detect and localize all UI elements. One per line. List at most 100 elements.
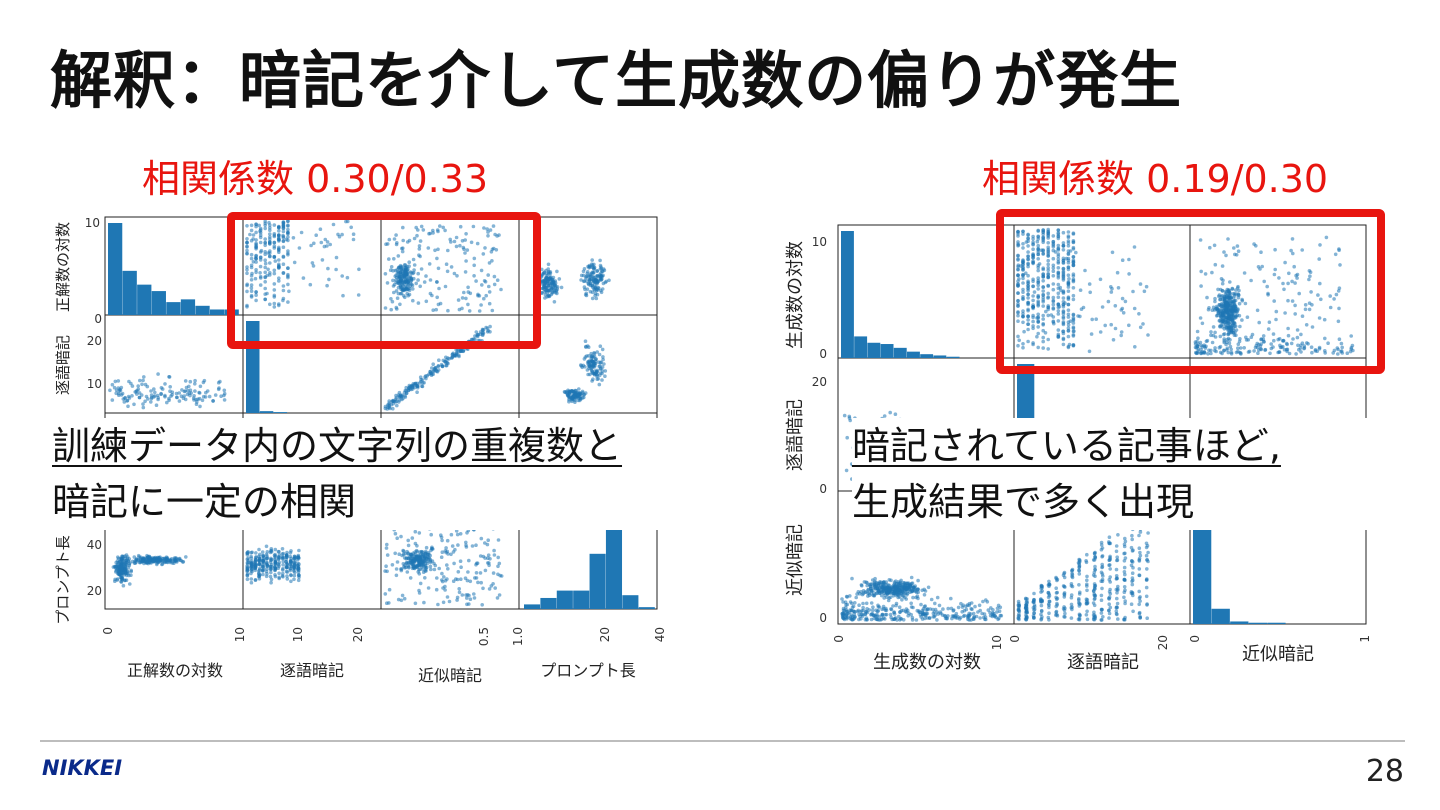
rp-hist-bar <box>867 342 881 358</box>
rp-scatter-point <box>1066 345 1071 350</box>
lp-scatter-point <box>153 390 157 395</box>
lp-scatter-point <box>258 250 263 254</box>
lp-scatter-point <box>277 250 281 254</box>
rp-scatter-point <box>903 595 907 600</box>
rp-scatter-point <box>1258 344 1263 348</box>
rp-scatter-point <box>1085 609 1089 614</box>
rp-scatter-point <box>894 603 898 608</box>
lp-scatter-point <box>254 222 258 226</box>
lp-scatter-point <box>592 288 597 292</box>
rp-scatter-point <box>916 578 920 583</box>
rp-scatter-point <box>854 595 858 600</box>
lp-scatter-point <box>407 260 412 264</box>
rp-scatter-point <box>1240 318 1244 322</box>
lp-scatter-point <box>595 373 600 377</box>
rp-scatter-point <box>1116 286 1121 290</box>
lp-scatter-point <box>216 380 221 385</box>
lp-scatter-point <box>406 538 411 543</box>
lp-scatter-point <box>249 560 253 565</box>
rp-scatter-point <box>1123 556 1128 560</box>
lp-scatter-point <box>286 300 290 304</box>
rp-scatter-point <box>984 617 988 622</box>
lp-scatter-point <box>281 223 286 228</box>
rp-scatter-point <box>1100 546 1105 550</box>
lp-scatter-point <box>449 532 454 537</box>
lp-scatter-point <box>289 573 293 578</box>
rp-scatter-point <box>1268 351 1272 356</box>
rp-scatter-point <box>1339 341 1344 346</box>
rp-hist-bar <box>920 354 934 358</box>
rp-scatter-point <box>1051 320 1056 324</box>
lp-scatter-point <box>456 543 460 547</box>
lp-scatter-point <box>254 268 258 272</box>
rp-scatter-point <box>1107 611 1112 616</box>
rp-scatter-point <box>1340 345 1344 350</box>
lp-scatter-point <box>601 355 605 359</box>
rp-scatter-point <box>861 589 866 593</box>
rp-scatter-point <box>1071 334 1076 338</box>
rp-scatter-point <box>1260 264 1264 269</box>
lp-scatter-point <box>248 232 252 237</box>
rp-scatter-point <box>897 605 902 609</box>
rp-scatter-point <box>1056 257 1061 261</box>
lp-scatter-point <box>472 263 477 268</box>
rp-scatter-point <box>1084 613 1089 617</box>
lp-scatter-point <box>454 529 459 533</box>
rp-scatter-point <box>1108 567 1112 571</box>
lp-scatter-point <box>272 268 277 273</box>
lp-scatter-point <box>285 577 290 581</box>
rp-scatter-point <box>1137 602 1141 607</box>
rp-scatter-point <box>1026 254 1030 258</box>
lp-scatter-point <box>470 544 475 548</box>
rp-scatter-point <box>1221 304 1225 309</box>
lp-scatter-point <box>601 267 606 271</box>
rp-scatter-point <box>1310 325 1315 329</box>
rp-scatter-point <box>1016 334 1020 339</box>
rp-scatter-point <box>886 598 891 603</box>
lp-scatter-point <box>405 570 410 574</box>
lp-scatter-point <box>420 384 424 388</box>
rp-scatter-point <box>1085 588 1089 593</box>
lp-scatter-point <box>402 556 407 560</box>
lp-scatter-point <box>217 386 221 390</box>
lp-scatter-point <box>437 358 441 362</box>
lp-scatter-point <box>438 224 442 228</box>
rp-scatter-point <box>978 616 982 620</box>
rp-scatter-point <box>1237 301 1242 306</box>
rp-scatter-point <box>1036 276 1040 280</box>
lp-scatter-point <box>468 579 473 584</box>
lp-scatter-point <box>473 334 477 338</box>
rp-scatter-point <box>1316 293 1320 297</box>
lp-scatter-point <box>245 240 249 245</box>
rp-scatter-point <box>1016 313 1020 318</box>
rp-scatter-point <box>1078 288 1083 292</box>
lp-scatter-point <box>385 542 389 547</box>
lp-scatter-point <box>257 223 261 228</box>
rp-scatter-point <box>859 612 864 617</box>
lp-scatter-point <box>268 225 272 230</box>
left-ylabel-row2: 逐語暗記 <box>54 335 72 395</box>
rp-scatter-point <box>1092 610 1096 615</box>
lp-scatter-point <box>590 285 595 289</box>
rp-scatter-point <box>1214 304 1219 309</box>
lp-scatter-point <box>130 384 135 388</box>
lp-scatter-point <box>398 393 403 397</box>
lp-scatter-point <box>457 590 462 595</box>
rp-scatter-point <box>1021 242 1025 246</box>
lp-scatter-point <box>389 265 394 269</box>
lp-scatter-point <box>486 273 491 277</box>
rp-scatter-point <box>1046 347 1050 351</box>
lp-scatter-point <box>557 277 562 281</box>
rp-scatter-point <box>995 610 999 614</box>
rp-scatter-point <box>1349 334 1353 338</box>
rp-scatter-point <box>1046 258 1050 263</box>
lp-scatter-point <box>268 254 272 259</box>
lp-scatter-point <box>455 351 459 356</box>
rp-scatter-point <box>1115 605 1119 610</box>
rp-scatter-point <box>1071 317 1076 322</box>
rp-scatter-point <box>1087 349 1092 354</box>
lp-scatter-point <box>251 233 256 237</box>
lp-scatter-point <box>183 397 188 402</box>
rp-scatter-point <box>1274 309 1279 314</box>
rp-scatter-point <box>1290 237 1295 241</box>
